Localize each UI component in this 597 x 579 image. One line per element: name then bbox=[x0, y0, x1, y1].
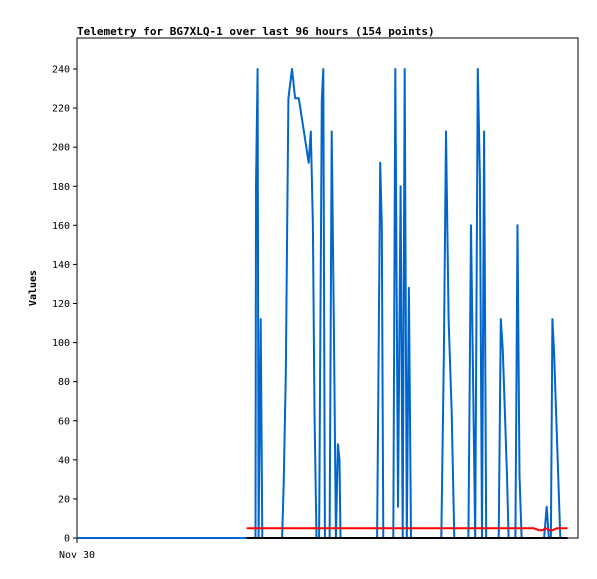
chart-title: Telemetry for BG7XLQ-1 over last 96 hour… bbox=[77, 25, 435, 38]
plot-area bbox=[76, 37, 579, 539]
y-tick-label: 220 bbox=[52, 104, 70, 115]
y-tick-label: 20 bbox=[58, 494, 70, 505]
y-axis-label: Values bbox=[28, 270, 39, 306]
y-tick-label: 240 bbox=[52, 65, 70, 76]
series-layer bbox=[77, 68, 568, 539]
y-tick-label: 120 bbox=[52, 299, 70, 310]
y-axis-ticks: 0 20 40 60 80 100 120 140 160 180 200 220 240 bbox=[52, 65, 77, 545]
y-tick-label: 160 bbox=[52, 221, 70, 232]
y-tick-label: 60 bbox=[58, 416, 70, 427]
x-tick-label: Nov 30 bbox=[59, 550, 95, 561]
y-tick-label: 80 bbox=[58, 377, 70, 388]
x-axis-ticks: Nov 30 bbox=[59, 538, 95, 561]
y-tick-label: 180 bbox=[52, 182, 70, 193]
y-tick-label: 200 bbox=[52, 143, 70, 154]
y-tick-label: 140 bbox=[52, 260, 70, 271]
y-tick-label: 0 bbox=[64, 534, 70, 545]
y-tick-label: 40 bbox=[58, 455, 70, 466]
y-tick-label: 100 bbox=[52, 338, 70, 349]
series-line-1 bbox=[246, 527, 568, 532]
